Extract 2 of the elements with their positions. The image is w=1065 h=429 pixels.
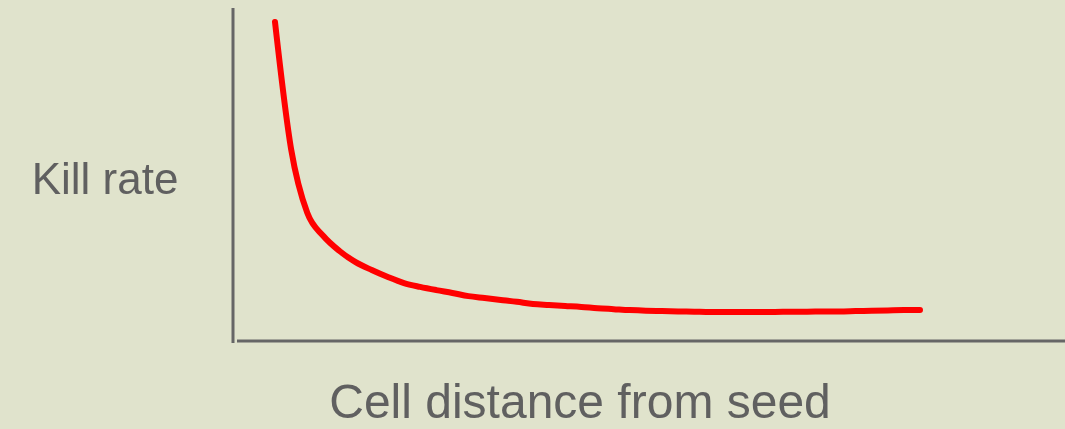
y-axis-title: Kill rate: [31, 154, 179, 203]
x-axis-title: Cell distance from seed: [329, 375, 831, 428]
